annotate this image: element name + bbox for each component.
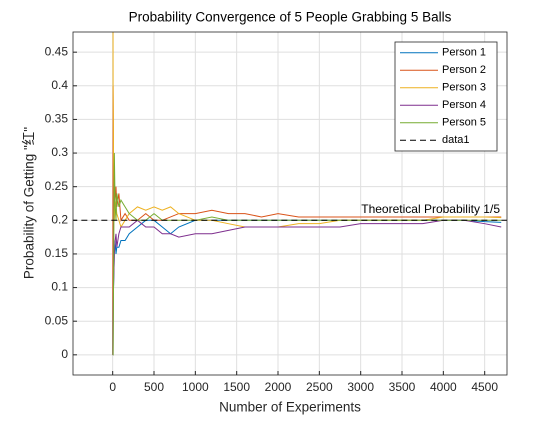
legend-label: Person 2 [442, 64, 486, 76]
series-line [112, 219, 502, 356]
x-tick-label: 3500 [389, 380, 416, 394]
x-tick-label: 1000 [182, 380, 209, 394]
y-tick-label: 0.35 [45, 112, 69, 126]
x-tick-label: 4000 [430, 380, 457, 394]
legend-label: Person 1 [442, 47, 486, 59]
x-tick-label: 2500 [306, 380, 333, 394]
y-tick-label: 0.15 [45, 246, 69, 260]
y-tick-label: 0.1 [51, 280, 68, 294]
legend-label: Person 5 [442, 117, 486, 129]
annotation: Theoretical Probability 1/5 [361, 202, 500, 216]
x-tick-label: 500 [144, 380, 164, 394]
chart-title: Probability Convergence of 5 People Grab… [129, 10, 452, 25]
legend-label: Person 3 [442, 82, 486, 94]
y-tick-label: 0.45 [45, 44, 69, 58]
y-tick-label: 0.4 [51, 78, 68, 92]
x-tick-label: 2000 [265, 380, 292, 394]
legend-label: data1 [442, 134, 470, 146]
x-tick-label: 3000 [347, 380, 374, 394]
y-tick-label: 0.25 [45, 179, 69, 193]
axes-box [72, 31, 508, 376]
plot-area [73, 32, 507, 356]
y-axis-label: Probability of Getting "红" [22, 127, 37, 279]
x-axis-label: Number of Experiments [219, 400, 361, 415]
legend-label: Person 4 [442, 99, 486, 111]
y-tick-label: 0 [61, 347, 68, 361]
legend: Person 1 Person 2 Person 3 Person 4 Person 5… [394, 41, 498, 152]
x-tick-label: 4500 [471, 380, 498, 394]
y-tick-label: 0.2 [51, 212, 68, 226]
x-tick-label: 1500 [223, 380, 250, 394]
legend-box [394, 41, 498, 152]
y-tick-label: 0.3 [51, 145, 68, 159]
y-tick-label: 0.05 [45, 313, 69, 327]
x-tick-label: 0 [109, 380, 116, 394]
